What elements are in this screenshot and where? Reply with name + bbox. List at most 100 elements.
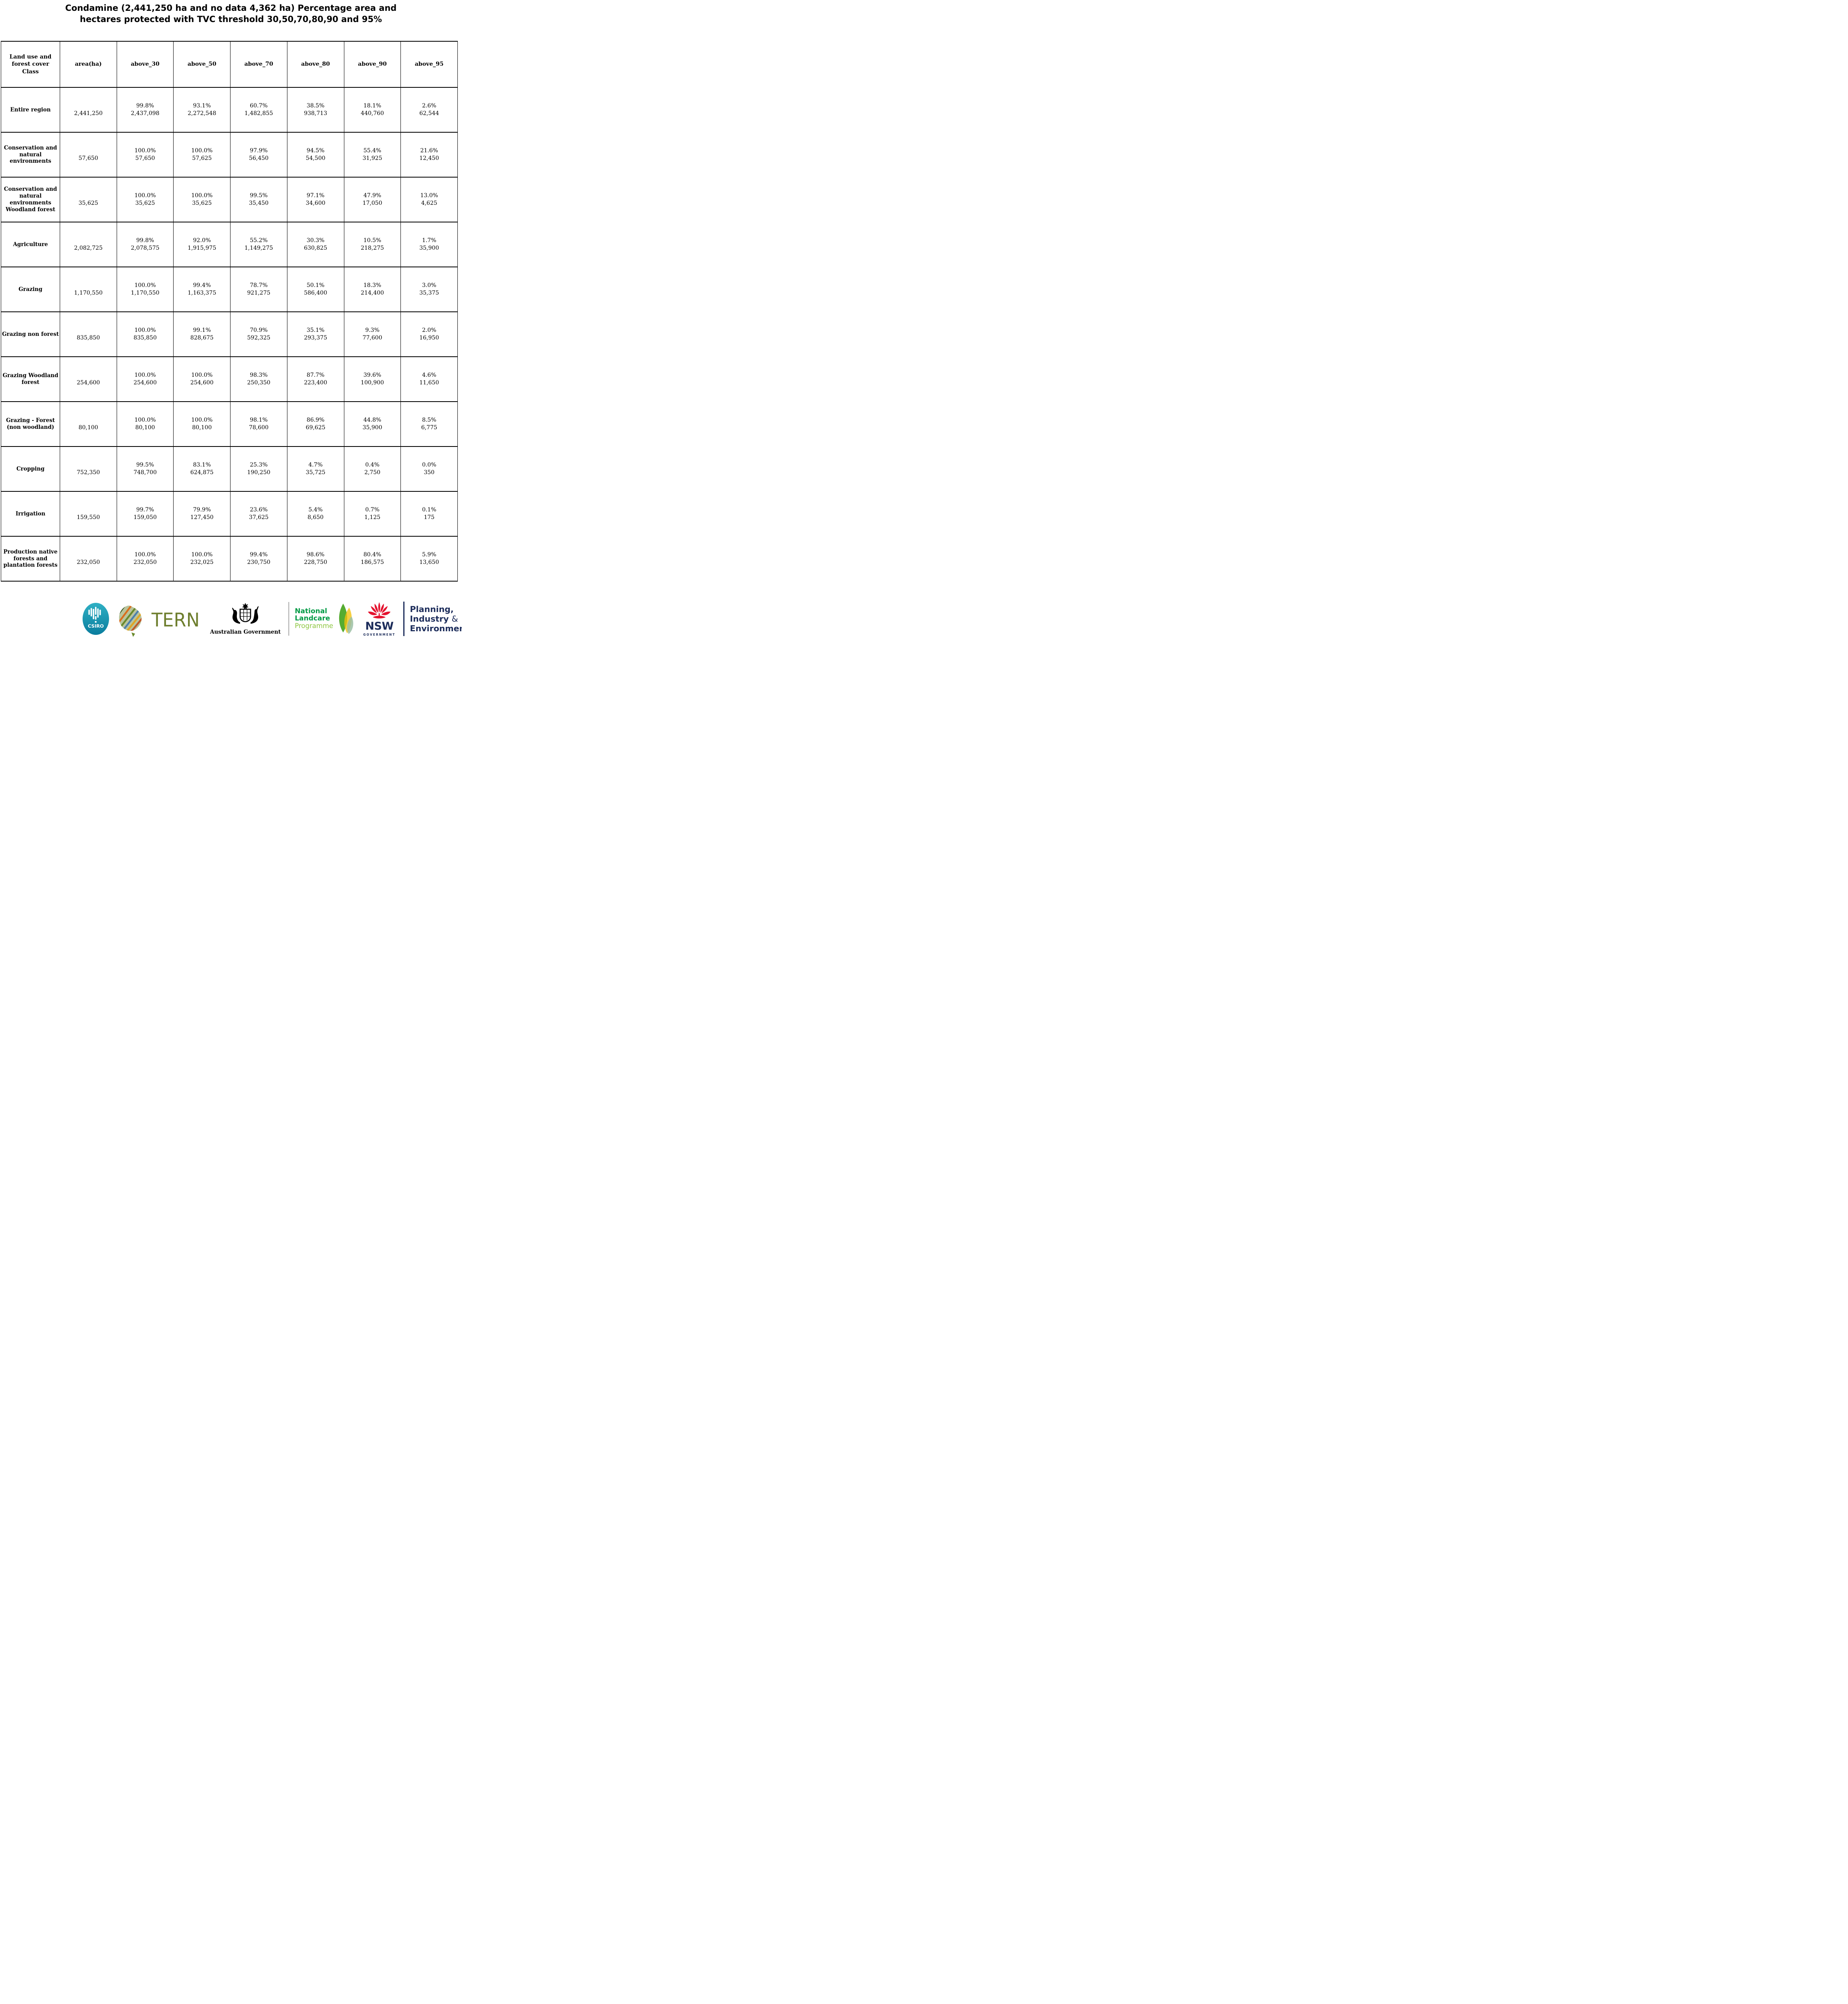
row-label: Grazing <box>1 267 60 312</box>
value-cell-r5-c2: 70.9% 592,325 <box>230 311 287 357</box>
hectares-value: 77,600 <box>362 335 382 341</box>
percent-value: 100.0% <box>134 372 156 379</box>
value-cell-r6-c4: 39.6% 100,900 <box>344 356 401 402</box>
hectares-value: 35,725 <box>305 469 326 476</box>
value-cell-r3-c5: 1.7% 35,900 <box>400 222 458 267</box>
value-cell-r0-c2: 60.7% 1,482,855 <box>230 87 287 133</box>
value-cell-r3-c0: 99.8% 2,078,575 <box>116 222 174 267</box>
report-title-line1: Condamine (2,441,250 ha and no data 4,36… <box>65 3 397 13</box>
value-cell-r10-c1: 100.0% 232,025 <box>173 536 231 582</box>
protection-table: Land use and forest cover Class area(ha) a… <box>1 41 458 582</box>
nsw-wordmark: NSW <box>365 620 394 632</box>
percent-value: 2.6% <box>422 103 437 109</box>
hectares-value: 214,400 <box>360 290 384 296</box>
area-value: 35,625 <box>78 200 98 206</box>
hectares-value: 100,900 <box>360 380 384 386</box>
hectares-value: 293,375 <box>304 335 328 341</box>
value-cell-r0-c5: 2.6% 62,544 <box>400 87 458 133</box>
hectares-value: 232,025 <box>190 559 214 566</box>
percent-value: 55.4% <box>363 147 382 154</box>
percent-value: 99.5% <box>136 462 154 469</box>
value-cell-r6-c1: 100.0% 254,600 <box>173 356 231 402</box>
hectares-value: 17,050 <box>362 200 382 206</box>
value-cell-r2-c4: 47.9% 17,050 <box>344 177 401 222</box>
column-header-0: Land use and forest cover Class <box>1 41 60 88</box>
value-cell-r0-c3: 38.5% 938,713 <box>287 87 344 133</box>
area-cell: 254,600 <box>60 356 117 402</box>
percent-value: 99.7% <box>136 507 154 513</box>
value-cell-r2-c3: 97.1% 34,600 <box>287 177 344 222</box>
percent-value: 38.5% <box>306 103 325 109</box>
value-cell-r7-c1: 100.0% 80,100 <box>173 401 231 447</box>
area-spacer <box>60 327 117 334</box>
hectares-value: 228,750 <box>304 559 328 566</box>
percent-value: 83.1% <box>193 462 211 469</box>
table-row-0: Entire region 2,441,250 99.8% 2,437,098 93.… <box>1 87 458 133</box>
percent-value: 100.0% <box>134 552 156 558</box>
value-cell-r9-c2: 23.6% 37,625 <box>230 491 287 537</box>
table-row-3: Agriculture 2,082,725 99.8% 2,078,575 92.0%… <box>1 222 458 267</box>
table-row-2: Conservation and natural environments Wo… <box>1 177 458 222</box>
hectares-value: 586,400 <box>304 290 328 296</box>
hectares-value: 31,925 <box>362 155 382 162</box>
value-cell-r7-c4: 44.8% 35,900 <box>344 401 401 447</box>
percent-value: 0.7% <box>365 507 380 513</box>
tern-logo: TERN <box>117 602 202 637</box>
value-cell-r7-c2: 98.1% 78,600 <box>230 401 287 447</box>
hectares-value: 35,375 <box>419 290 439 296</box>
hectares-value: 11,650 <box>419 380 439 386</box>
column-header-5: above_80 <box>287 41 344 88</box>
value-cell-r9-c1: 79.9% 127,450 <box>173 491 231 537</box>
value-cell-r8-c5: 0.0% 350 <box>400 446 458 492</box>
value-cell-r5-c0: 100.0% 835,850 <box>116 311 174 357</box>
percent-value: 100.0% <box>191 372 213 379</box>
value-cell-r10-c4: 80.4% 186,575 <box>344 536 401 582</box>
area-value: 232,050 <box>77 559 100 566</box>
hectares-value: 12,450 <box>419 155 439 162</box>
percent-value: 98.1% <box>250 417 268 424</box>
area-spacer <box>60 192 117 200</box>
hectares-value: 37,625 <box>249 514 269 521</box>
percent-value: 0.4% <box>365 462 380 469</box>
area-cell: 2,441,250 <box>60 87 117 133</box>
value-cell-r10-c2: 99.4% 230,750 <box>230 536 287 582</box>
value-cell-r1-c4: 55.4% 31,925 <box>344 132 401 178</box>
value-cell-r1-c3: 94.5% 54,500 <box>287 132 344 178</box>
value-cell-r6-c0: 100.0% 254,600 <box>116 356 174 402</box>
value-cell-r4-c3: 50.1% 586,400 <box>287 267 344 312</box>
percent-value: 55.2% <box>250 237 268 244</box>
percent-value: 18.3% <box>363 282 382 289</box>
table-row-10: Production native forests and plantation… <box>1 536 458 582</box>
percent-value: 86.9% <box>306 417 325 424</box>
hectares-value: 2,272,548 <box>188 110 216 117</box>
csiro-wordmark: CSIRO <box>88 623 104 629</box>
hectares-value: 80,100 <box>192 424 212 431</box>
hectares-value: 190,250 <box>247 469 271 476</box>
value-cell-r9-c4: 0.7% 1,125 <box>344 491 401 537</box>
hectares-value: 2,437,098 <box>131 110 160 117</box>
area-cell: 57,650 <box>60 132 117 178</box>
table-row-1: Conservation and natural environments 57… <box>1 132 458 178</box>
area-value: 835,850 <box>77 335 100 341</box>
value-cell-r5-c3: 35.1% 293,375 <box>287 311 344 357</box>
percent-value: 21.6% <box>420 147 438 154</box>
table-row-6: Grazing Woodland forest 254,600 100.0% 254… <box>1 356 458 402</box>
hectares-value: 1,170,550 <box>131 290 160 296</box>
percent-value: 100.0% <box>134 327 156 334</box>
hectares-value: 218,275 <box>360 245 384 251</box>
value-cell-r7-c3: 86.9% 69,625 <box>287 401 344 447</box>
hectares-value: 80,100 <box>135 424 155 431</box>
hectares-value: 1,915,975 <box>188 245 216 251</box>
area-cell: 159,550 <box>60 491 117 537</box>
percent-value: 0.0% <box>422 462 437 469</box>
hectares-value: 1,163,375 <box>188 290 216 296</box>
column-header-6: above_90 <box>344 41 401 88</box>
value-cell-r5-c4: 9.3% 77,600 <box>344 311 401 357</box>
percent-value: 30.3% <box>306 237 325 244</box>
row-label: Grazing non forest <box>1 311 60 357</box>
value-cell-r2-c5: 13.0% 4,625 <box>400 177 458 222</box>
value-cell-r10-c5: 5.9% 13,650 <box>400 536 458 582</box>
hectares-value: 254,600 <box>133 380 157 386</box>
percent-value: 25.3% <box>250 462 268 469</box>
area-cell: 35,625 <box>60 177 117 222</box>
